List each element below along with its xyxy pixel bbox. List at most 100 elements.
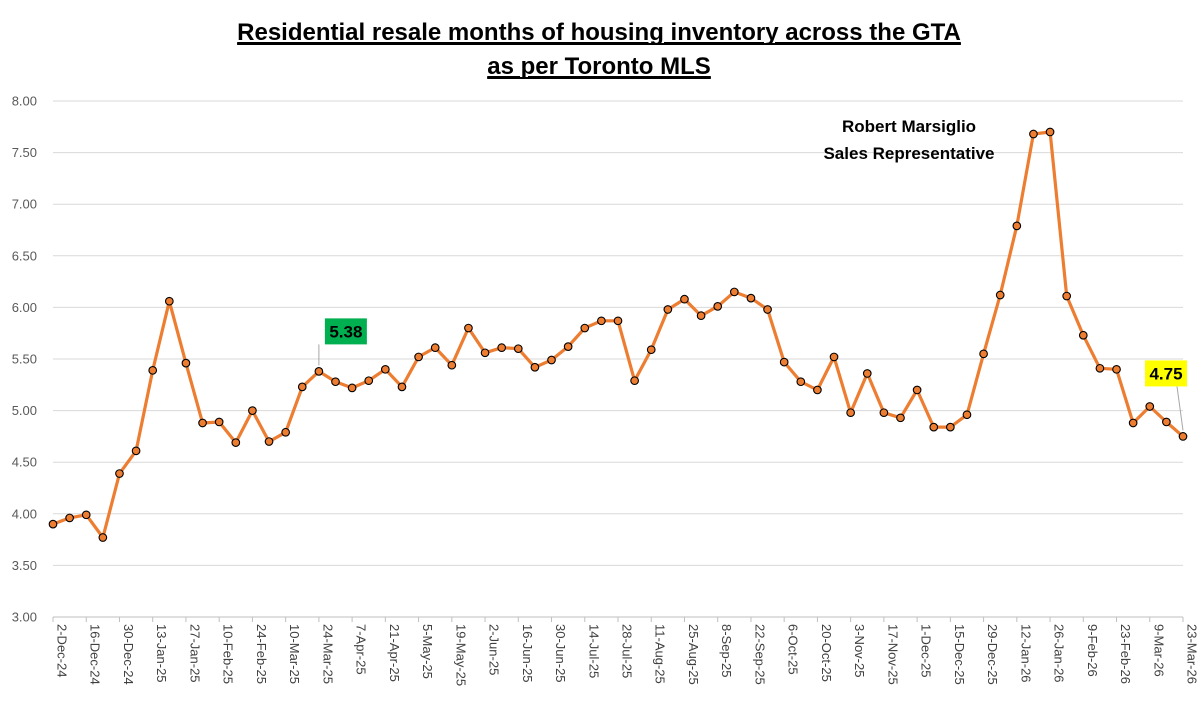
- chart-subtitle: as per Toronto MLS: [487, 53, 711, 80]
- data-point: [331, 377, 340, 387]
- data-point: [497, 343, 507, 352]
- callout-leader: [1176, 386, 1184, 431]
- data-point: [680, 294, 689, 304]
- data-point: [513, 344, 523, 354]
- callout-box: [324, 318, 367, 345]
- data-point: [447, 360, 457, 370]
- data-point: [979, 349, 988, 359]
- x-tick-label: 30-Dec-24: [121, 624, 136, 685]
- data-point: [1029, 129, 1038, 139]
- data-point: [480, 348, 490, 358]
- data-point: [663, 305, 673, 314]
- x-tick-label: 25-Aug-25: [686, 624, 701, 685]
- x-tick-label: 9-Mar-26: [1151, 624, 1166, 677]
- data-label: 5.38: [329, 322, 362, 341]
- y-tick-label: 8.00: [12, 94, 37, 109]
- annotation-role: Sales Representative: [823, 144, 994, 163]
- data-point: [231, 438, 241, 447]
- x-axis: 2-Dec-24 16-Dec-24 30-Dec-24 13-Jan-25 27-Ja…: [52, 617, 1199, 686]
- x-tick-label: 5-May-25: [420, 624, 435, 679]
- data-point: [81, 510, 91, 520]
- data-point: [646, 345, 656, 355]
- data-point: [912, 385, 922, 395]
- data-point: [1062, 291, 1072, 301]
- x-tick-label: 24-Mar-25: [320, 624, 335, 684]
- data-point: [430, 343, 440, 352]
- data-point: [1178, 432, 1188, 441]
- x-tick-label: 27-Jan-25: [187, 624, 202, 683]
- x-tick-label: 16-Jun-25: [520, 624, 535, 683]
- data-point: [613, 316, 623, 326]
- data-point: [1112, 364, 1121, 374]
- data-point: [547, 355, 556, 365]
- data-point: [1095, 363, 1105, 373]
- data-point: [181, 358, 191, 368]
- data-point: [796, 377, 806, 387]
- x-tick-label: 13-Jan-25: [154, 624, 169, 683]
- x-tick-label: 16-Dec-24: [88, 624, 103, 685]
- data-point: [1078, 330, 1088, 340]
- y-tick-label: 7.50: [12, 145, 37, 160]
- x-tick-label: 6-Oct-25: [786, 624, 801, 675]
- data-point: [364, 376, 374, 386]
- chart-title: Residential resale months of housing inv…: [237, 19, 961, 46]
- data-point: [381, 364, 390, 374]
- x-tick-label: 2-Dec-24: [55, 624, 70, 677]
- x-tick-label: 23-Feb-26: [1118, 624, 1133, 684]
- y-tick-label: 5.00: [12, 403, 37, 418]
- gridlines: [53, 100, 1183, 618]
- data-point: [896, 413, 905, 423]
- data-point: [879, 408, 889, 418]
- data-point: [1128, 418, 1138, 428]
- data-point: [297, 382, 307, 392]
- data-point: [1145, 402, 1155, 411]
- x-tick-label: 9-Feb-26: [1085, 624, 1100, 677]
- data-point: [630, 376, 639, 386]
- y-tick-label: 7.00: [12, 197, 37, 212]
- data-point: [281, 427, 290, 437]
- data-point: [48, 519, 58, 529]
- data-point: [198, 418, 207, 428]
- x-tick-label: 11-Aug-25: [653, 624, 668, 684]
- x-tick-label: 10-Mar-25: [287, 624, 302, 684]
- data-point: [729, 287, 739, 297]
- y-tick-label: 3.00: [12, 610, 37, 625]
- annotation-name: Robert Marsiglio: [842, 117, 976, 136]
- data-point: [763, 305, 772, 314]
- y-tick-label: 3.50: [12, 558, 37, 573]
- data-point: [597, 316, 606, 326]
- series-line-path: [51, 130, 1185, 540]
- x-tick-label: 22-Sep-25: [752, 624, 767, 685]
- x-tick-label: 19-May-25: [453, 624, 468, 686]
- data-point: [829, 352, 839, 362]
- data-point: [530, 362, 540, 372]
- data-point: [347, 383, 357, 393]
- data-point: [98, 533, 108, 542]
- y-tick-label: 4.00: [12, 506, 37, 521]
- data-point: [746, 293, 756, 303]
- x-tick-label: 28-Jul-25: [620, 624, 635, 678]
- data-point: [696, 311, 706, 321]
- x-tick-label: 17-Nov-25: [885, 624, 900, 685]
- data-point: [248, 406, 257, 415]
- data-point: [862, 369, 872, 378]
- x-tick-label: 30-Jun-25: [553, 624, 568, 683]
- data-label: 4.75: [1149, 364, 1182, 383]
- data-point: [563, 342, 573, 351]
- callouts: 5.38 4.75: [318, 318, 1187, 431]
- x-tick-label: 8-Sep-25: [719, 624, 734, 677]
- data-point: [1012, 221, 1022, 231]
- data-point: [1162, 417, 1171, 427]
- data-point: [148, 366, 158, 375]
- x-tick-label: 21-Apr-25: [387, 624, 402, 682]
- data-point: [946, 422, 955, 432]
- data-point: [995, 290, 1005, 300]
- series-line: [48, 127, 1188, 542]
- x-tick-label: 24-Feb-25: [254, 624, 269, 684]
- x-tick-label: 12-Jan-26: [1018, 624, 1033, 683]
- x-tick-label: 3-Nov-25: [852, 624, 867, 677]
- x-tick-label: 29-Dec-25: [985, 624, 1000, 685]
- data-point: [962, 410, 972, 420]
- y-tick-label: 5.50: [12, 352, 37, 367]
